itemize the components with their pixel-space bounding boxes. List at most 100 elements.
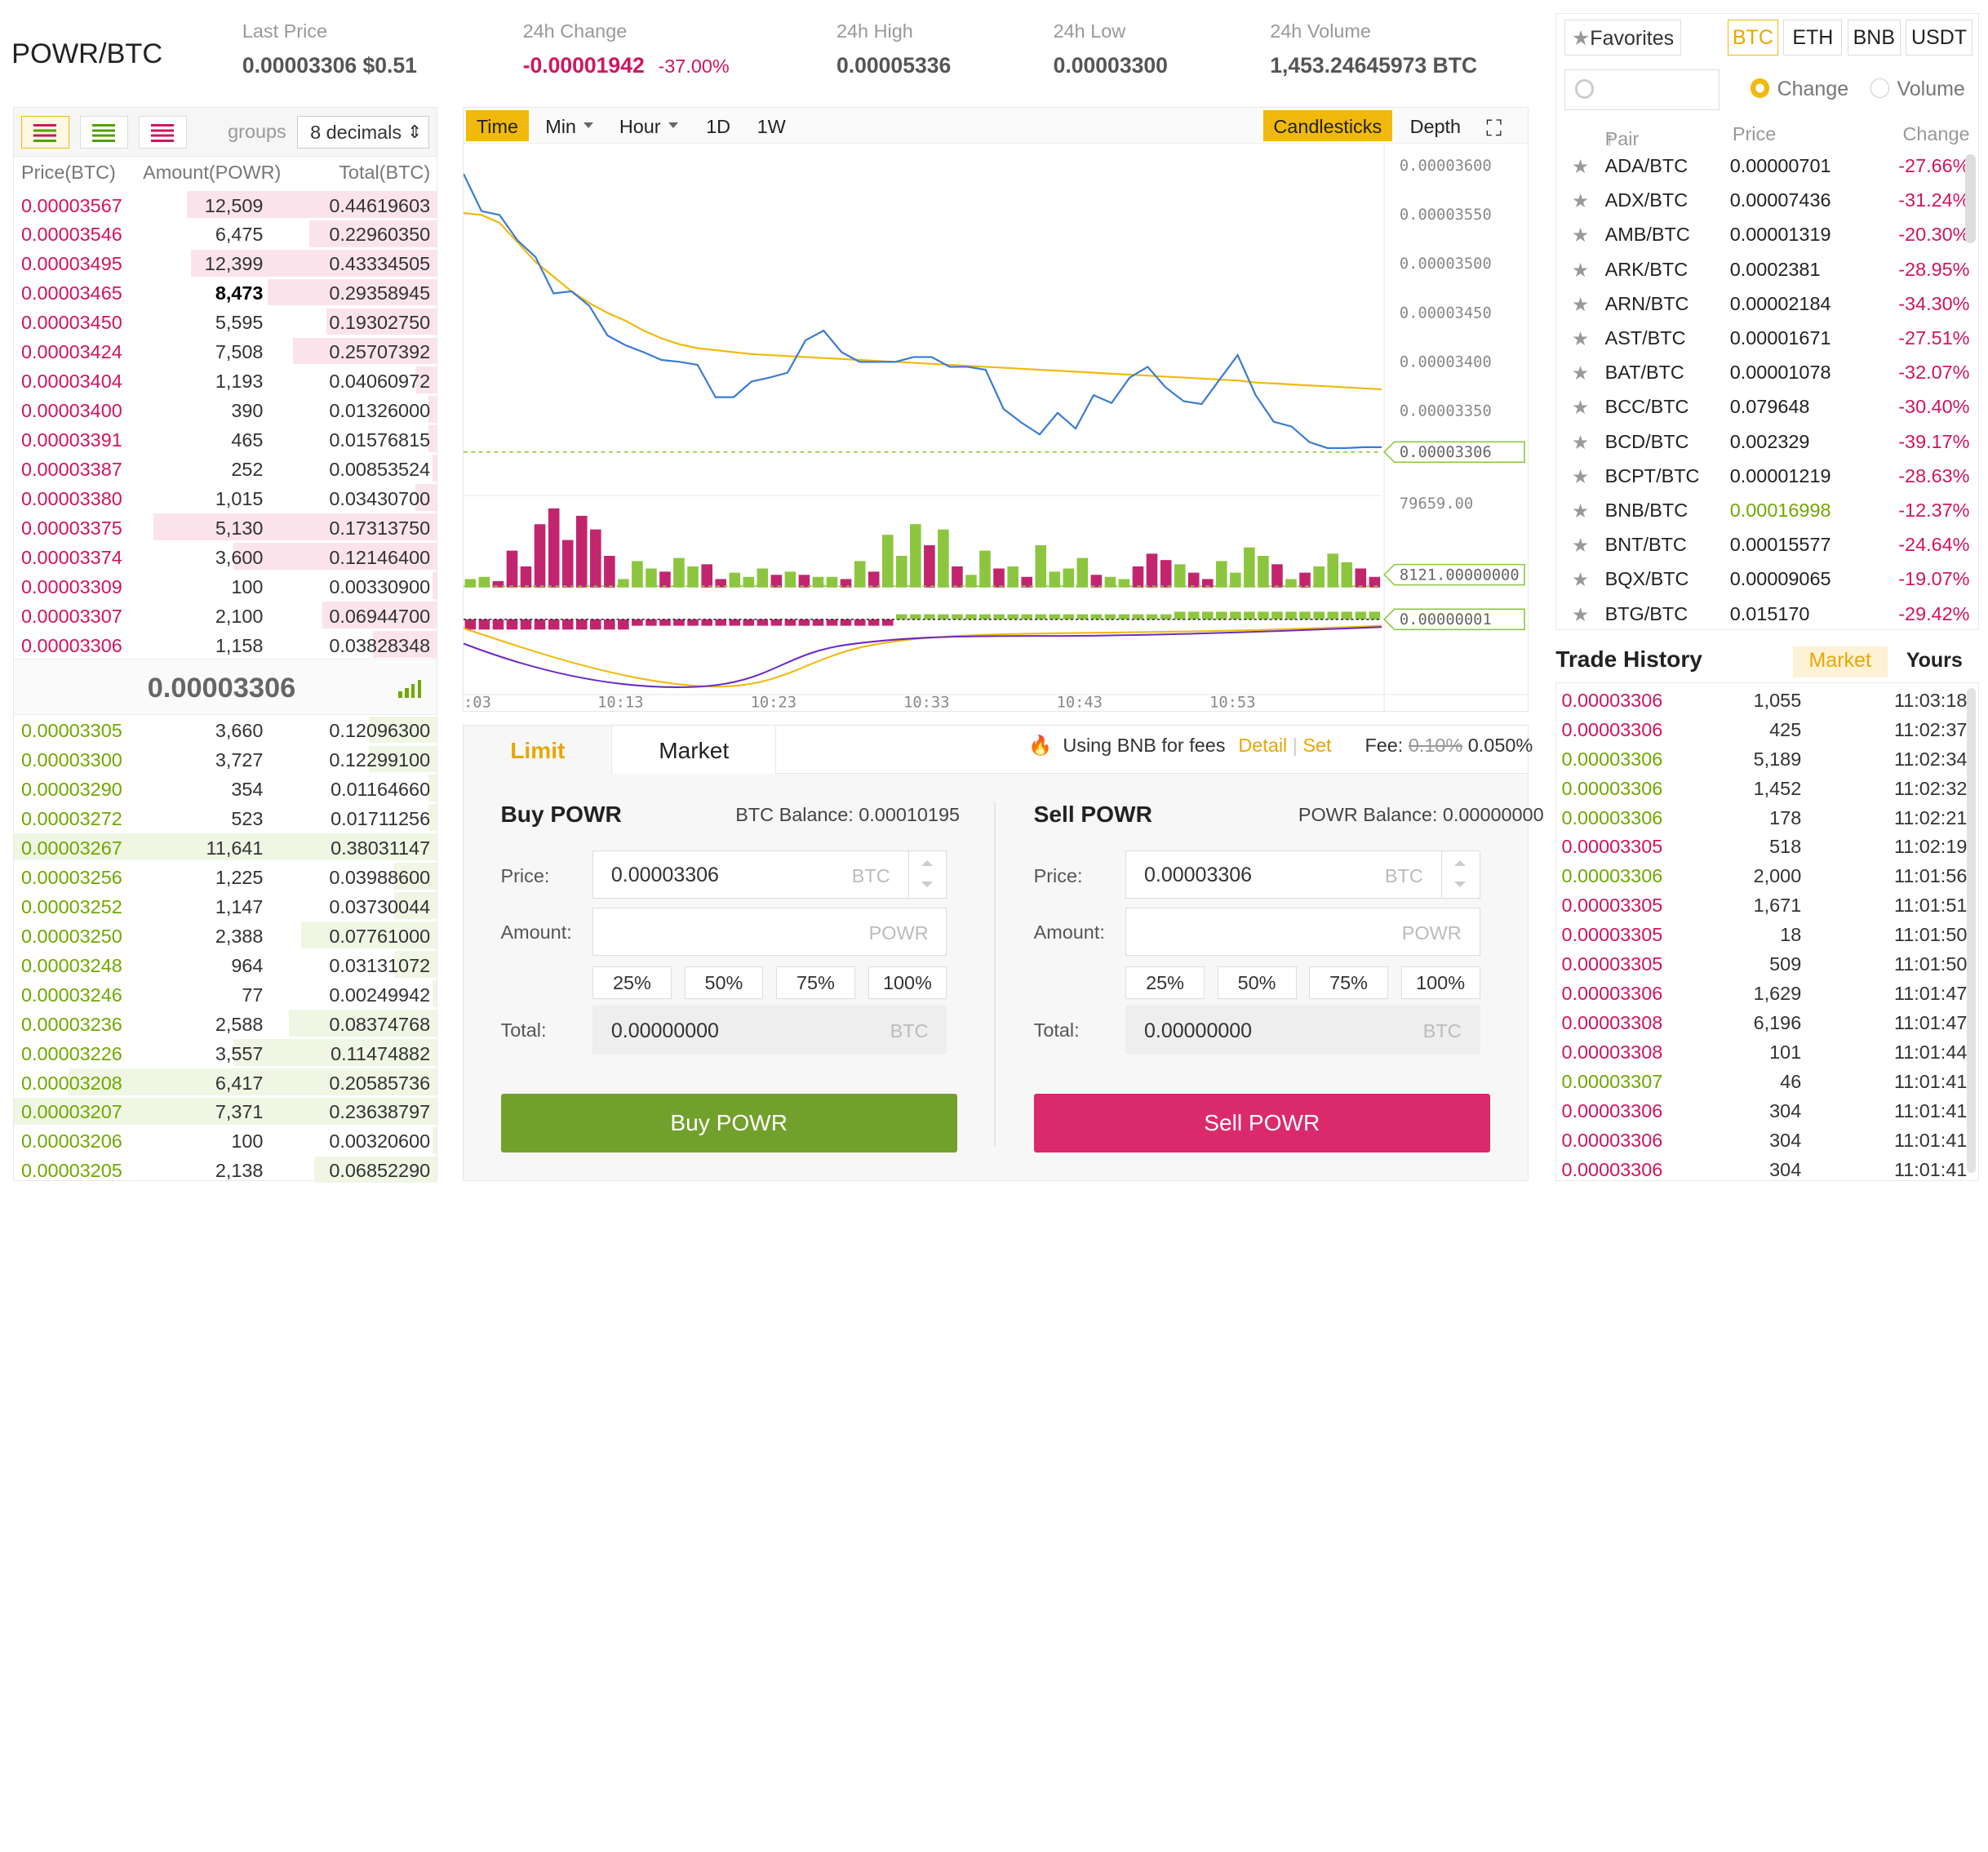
star-icon[interactable]: ★ (1572, 259, 1589, 281)
bid-row[interactable]: 0.00003305 3,660 0.12096300 (14, 715, 437, 744)
ask-row[interactable]: 0.00003465 8,473 0.29358945 (14, 278, 437, 307)
sell-price-input[interactable]: 0.00003306 BTC (1125, 850, 1480, 899)
detail-link[interactable]: Detail (1238, 735, 1288, 757)
volume-radio[interactable]: Volume (1870, 78, 1965, 101)
bid-row[interactable]: 0.00003206 100 0.00320600 (14, 1126, 437, 1155)
pair-row[interactable]: ★ BTG/BTC 0.015170 -29.42% (1556, 597, 1970, 632)
buy-75-button[interactable]: 75% (776, 966, 855, 1000)
pair-row[interactable]: ★ BCC/BTC 0.079648 -30.40% (1556, 391, 1970, 425)
ask-row[interactable]: 0.00003374 3,600 0.12146400 (14, 542, 437, 571)
tab-min[interactable]: Min (535, 110, 604, 141)
sell-amount-input[interactable]: POWR (1125, 907, 1480, 957)
tab-market[interactable]: Market (611, 725, 776, 774)
both-sides-view-button[interactable] (21, 115, 70, 149)
sell-50-button[interactable]: 50% (1217, 966, 1297, 1000)
buy-button[interactable]: Buy POWR (500, 1094, 957, 1153)
history-tab-yours[interactable]: Yours (1906, 649, 1963, 673)
tab-candlesticks[interactable]: Candlesticks (1262, 110, 1392, 141)
star-icon[interactable]: ★ (1572, 535, 1589, 557)
star-icon[interactable]: ★ (1572, 362, 1589, 384)
pair-row[interactable]: ★ BNB/BTC 0.00016998 -12.37% (1556, 495, 1970, 529)
star-icon[interactable]: ★ (1572, 397, 1589, 419)
ask-row[interactable]: 0.00003567 12,509 0.44619603 (14, 189, 437, 219)
star-icon[interactable]: ★ (1572, 190, 1589, 212)
buy-amount-input[interactable]: POWR (592, 907, 947, 957)
stepper-icon[interactable] (1440, 850, 1480, 897)
ask-row[interactable]: 0.00003306 1,158 0.03828348 (14, 629, 437, 659)
market-tab-usdt[interactable]: USDT (1906, 20, 1972, 56)
market-tab-btc[interactable]: BTC (1727, 20, 1779, 56)
ask-row[interactable]: 0.00003424 7,508 0.25707392 (14, 336, 437, 366)
pair-row[interactable]: ★ ADA/BTC 0.00000701 -27.66% (1556, 150, 1970, 184)
ask-row[interactable]: 0.00003380 1,015 0.03430700 (14, 483, 437, 513)
star-icon[interactable]: ★ (1572, 465, 1589, 487)
star-icon[interactable]: ★ (1572, 431, 1589, 453)
sell-75-button[interactable]: 75% (1309, 966, 1388, 1000)
star-icon[interactable]: ★ (1572, 569, 1589, 591)
change-radio[interactable]: Change (1750, 78, 1848, 101)
market-tab-bnb[interactable]: BNB (1847, 20, 1901, 56)
ask-row[interactable]: 0.00003391 465 0.01576815 (14, 424, 437, 454)
bid-row[interactable]: 0.00003290 354 0.01164660 (14, 774, 437, 803)
pair-row[interactable]: ★ BNT/BTC 0.00015577 -24.64% (1556, 529, 1970, 563)
bid-row[interactable]: 0.00003252 1,147 0.03730044 (14, 891, 437, 921)
pair-row[interactable]: ★ BCD/BTC 0.002329 -39.17% (1556, 425, 1970, 460)
buy-50-button[interactable]: 50% (684, 966, 764, 1000)
ask-row[interactable]: 0.00003450 5,595 0.19302750 (14, 307, 437, 336)
bid-row[interactable]: 0.00003256 1,225 0.03988600 (14, 862, 437, 891)
decimals-select[interactable]: 8 decimals (296, 115, 429, 149)
bids-view-button[interactable] (79, 115, 129, 149)
bid-row[interactable]: 0.00003236 2,588 0.08374768 (14, 1008, 437, 1037)
tab-depth[interactable]: Depth (1409, 115, 1462, 137)
tab-1d[interactable]: 1D (706, 115, 731, 137)
ask-row[interactable]: 0.00003546 6,475 0.22960350 (14, 219, 437, 248)
bid-row[interactable]: 0.00003300 3,727 0.12299100 (14, 744, 437, 774)
fullscreen-icon[interactable]: ⛶ (1486, 115, 1502, 140)
bid-row[interactable]: 0.00003246 77 0.00249942 (14, 979, 437, 1008)
sell-100-button[interactable]: 100% (1400, 966, 1480, 1000)
bid-row[interactable]: 0.00003267 11,641 0.38031147 (13, 833, 437, 862)
buy-price-input[interactable]: 0.00003306 BTC (592, 850, 947, 899)
buy-100-button[interactable]: 100% (868, 966, 947, 1000)
sell-25-button[interactable]: 25% (1125, 966, 1205, 1000)
buy-25-button[interactable]: 25% (592, 966, 672, 1000)
bid-row[interactable]: 0.00003248 964 0.03131072 (14, 950, 437, 979)
history-scrollbar[interactable] (1966, 688, 1976, 1173)
star-icon[interactable]: ★ (1572, 293, 1589, 315)
bid-row[interactable]: 0.00003226 3,557 0.11474882 (14, 1037, 437, 1067)
ask-row[interactable]: 0.00003375 5,130 0.17313750 (14, 513, 437, 542)
pair-row[interactable]: ★ BQX/BTC 0.00009065 -19.07% (1556, 563, 1970, 597)
pairs-scrollbar[interactable] (1965, 153, 1976, 243)
pair-row[interactable]: ★ AST/BTC 0.00001671 -27.51% (1556, 322, 1970, 357)
pair-search-input[interactable] (1564, 69, 1720, 111)
asks-view-button[interactable] (138, 115, 188, 149)
bid-row[interactable]: 0.00003250 2,388 0.07761000 (14, 921, 437, 950)
bid-row[interactable]: 0.00003207 7,371 0.23638797 (13, 1096, 437, 1126)
star-icon[interactable]: ★ (1572, 603, 1589, 625)
pair-row[interactable]: ★ ADX/BTC 0.00007436 -31.24% (1556, 184, 1970, 219)
ask-row[interactable]: 0.00003400 390 0.01326000 (14, 395, 437, 424)
market-tab-eth[interactable]: ETH (1783, 20, 1843, 56)
tab-1w[interactable]: 1W (757, 115, 786, 137)
favorites-tab[interactable]: ★Favorites (1564, 20, 1682, 56)
tab-hour[interactable]: Hour (609, 110, 688, 141)
pair-row[interactable]: ★ BAT/BTC 0.00001078 -32.07% (1556, 357, 1970, 391)
star-icon[interactable]: ★ (1572, 500, 1589, 522)
ask-row[interactable]: 0.00003495 12,399 0.43334505 (14, 248, 437, 278)
pair-row[interactable]: ★ ARN/BTC 0.00002184 -34.30% (1556, 288, 1970, 322)
tab-time[interactable]: Time (466, 110, 529, 141)
star-icon[interactable]: ★ (1572, 328, 1589, 349)
history-tab-market[interactable]: Market (1792, 646, 1888, 677)
ask-row[interactable]: 0.00003307 2,100 0.06944700 (14, 600, 437, 629)
sell-button[interactable]: Sell POWR (1033, 1094, 1490, 1153)
bid-row[interactable]: 0.00003205 2,138 0.06852290 (14, 1155, 437, 1184)
set-link[interactable]: Set (1302, 735, 1332, 757)
pair-row[interactable]: ★ AMB/BTC 0.00001319 -20.30% (1556, 219, 1970, 253)
bid-row[interactable]: 0.00003272 523 0.01711256 (14, 803, 437, 833)
bid-row[interactable]: 0.00003208 6,417 0.20585736 (14, 1067, 437, 1096)
pair-row[interactable]: ★ ARK/BTC 0.0002381 -28.95% (1556, 253, 1970, 287)
tab-limit[interactable]: Limit (464, 725, 612, 774)
star-icon[interactable]: ★ (1572, 224, 1589, 246)
ask-row[interactable]: 0.00003387 252 0.00853524 (14, 454, 437, 483)
ask-row[interactable]: 0.00003404 1,193 0.04060972 (14, 366, 437, 395)
